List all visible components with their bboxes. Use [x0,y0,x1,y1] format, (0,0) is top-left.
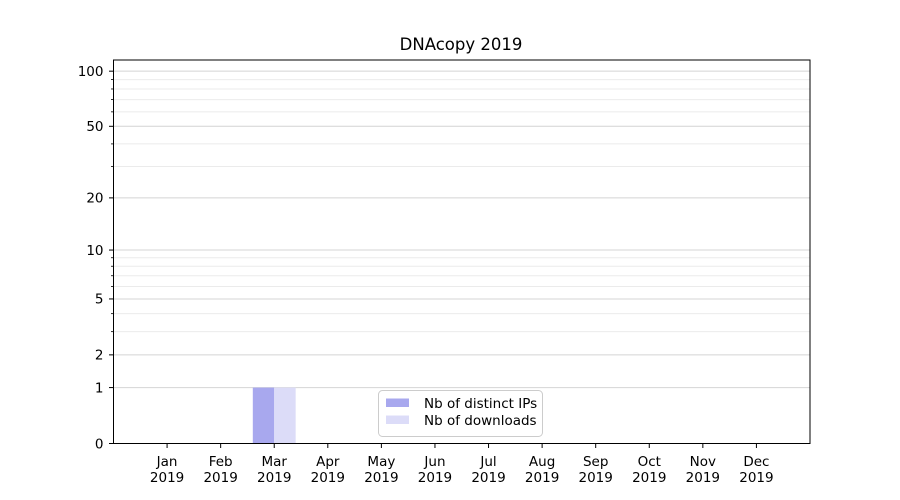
x-tick-label-month: Sep [583,454,608,470]
y-tick-label: 0 [95,436,104,452]
y-tick-label: 50 [86,119,103,135]
x-tick-label-month: Aug [529,454,555,470]
chart-title: DNAcopy 2019 [400,35,523,54]
x-tick-label-month: Jun [423,454,445,470]
x-tick-label-month: Jul [479,454,496,470]
legend-label-distinct-ips: Nb of distinct IPs [424,396,537,412]
bar-mar-2019 [274,387,296,444]
grid-minor-lines [114,79,810,333]
y-tick-label: 20 [86,191,103,207]
legend-box [378,390,543,437]
legend-label-downloads: Nb of downloads [424,413,537,429]
x-tick-label-year: 2019 [686,470,720,486]
x-tick-label-year: 2019 [311,470,345,486]
x-tick-label-month: Dec [743,454,769,470]
x-axis: Jan2019Feb2019Mar2019Apr2019May2019Jun20… [150,443,774,486]
x-tick-label-year: 2019 [364,470,398,486]
x-tick-label-month: Jan [156,454,178,470]
x-tick-label-year: 2019 [579,470,613,486]
x-tick-label-month: Apr [316,454,340,470]
y-axis: 0 1 2 5 10 20 50 100 [78,64,114,452]
legend-swatch-downloads [386,415,409,424]
x-tick-label-year: 2019 [257,470,291,486]
y-tick-label: 5 [95,292,104,308]
x-tick-label-year: 2019 [739,470,773,486]
y-tick-label: 2 [95,348,104,364]
x-tick-label-month: Mar [261,454,287,470]
x-tick-label-month: Nov [690,454,716,470]
x-tick-label-year: 2019 [203,470,237,486]
x-tick-label-year: 2019 [525,470,559,486]
x-tick-label-month: Oct [638,454,661,470]
bar-mar-2019 [252,387,275,444]
x-tick-label-year: 2019 [150,470,184,486]
x-tick-label-month: May [367,454,395,470]
legend: Nb of distinct IPs Nb of downloads [378,390,543,437]
x-tick-label-year: 2019 [632,470,666,486]
grid-major-lines [114,70,810,389]
x-tick-label-month: Feb [209,454,233,470]
x-tick-label-year: 2019 [471,470,505,486]
y-tick-label: 10 [86,243,103,259]
x-tick-label-year: 2019 [418,470,452,486]
y-tick-label: 100 [78,64,104,80]
plot-border [113,59,811,444]
bars [252,387,296,444]
legend-swatch-distinct-ips [386,398,409,407]
y-tick-label: 1 [95,380,104,396]
